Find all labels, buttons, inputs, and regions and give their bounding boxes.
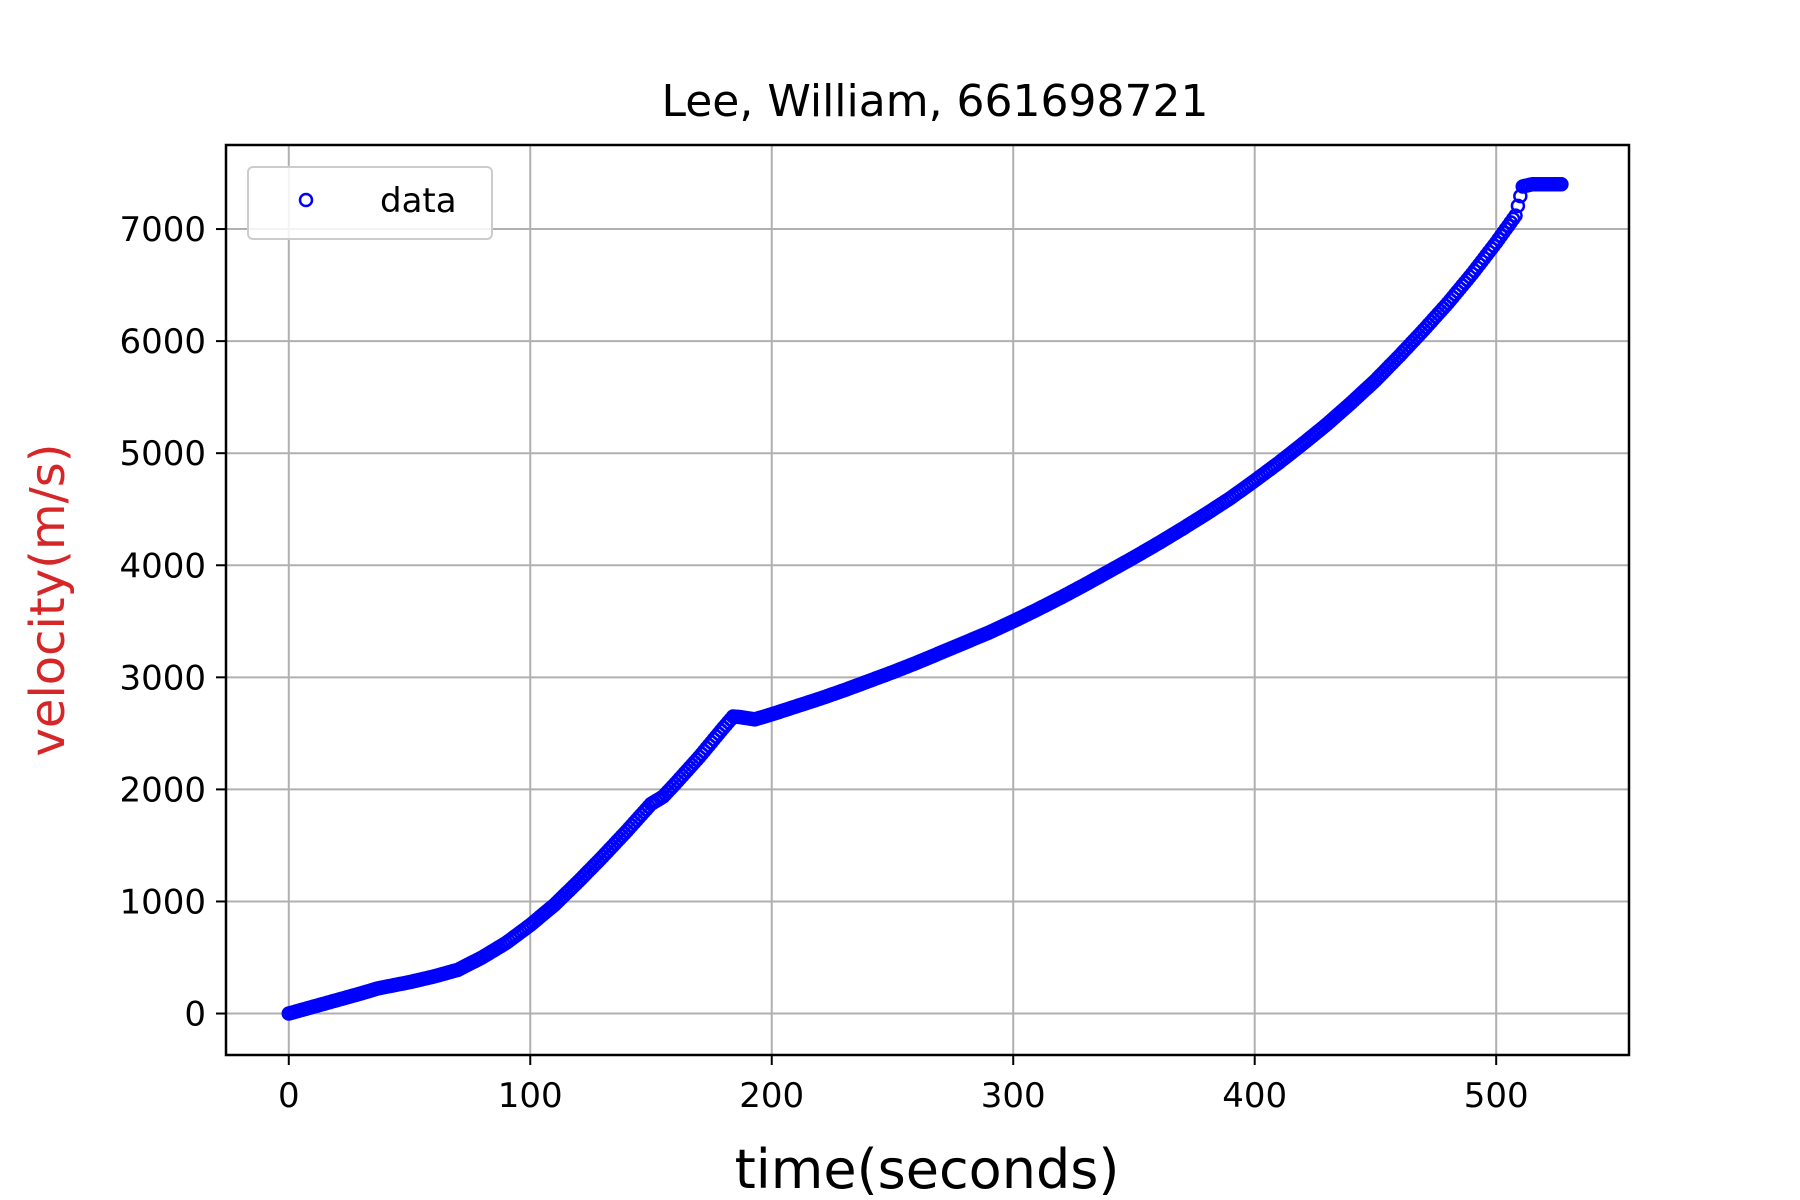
x-tick-label: 200 bbox=[739, 1076, 804, 1116]
y-tick-label: 1000 bbox=[119, 882, 206, 922]
data-point bbox=[1510, 198, 1526, 214]
plot-area-frame bbox=[224, 143, 1631, 1057]
grid-lines bbox=[226, 145, 1629, 1055]
legend: data bbox=[247, 166, 493, 240]
y-tick-label: 7000 bbox=[119, 210, 206, 250]
legend-label: data bbox=[380, 181, 457, 221]
y-tick-label: 6000 bbox=[119, 322, 206, 362]
x-tick-label: 400 bbox=[1222, 1076, 1287, 1116]
y-tick-label: 5000 bbox=[119, 434, 206, 474]
chart-title: Lee, William, 661698721 bbox=[661, 76, 1208, 127]
y-tick-label: 4000 bbox=[119, 546, 206, 586]
legend-marker-icon bbox=[298, 192, 314, 208]
data-points bbox=[281, 176, 1569, 1021]
x-tick-label: 0 bbox=[278, 1076, 300, 1116]
x-tick-label: 300 bbox=[981, 1076, 1046, 1116]
x-tick-label: 100 bbox=[498, 1076, 563, 1116]
y-tick-label: 2000 bbox=[119, 770, 206, 810]
legend-box bbox=[247, 166, 493, 240]
x-tick-label: 500 bbox=[1464, 1076, 1529, 1116]
data-point bbox=[1508, 208, 1523, 223]
y-tick-label: 0 bbox=[184, 995, 206, 1035]
y-axis-label: velocity(m/s) bbox=[20, 444, 76, 757]
x-axis-label: time(seconds) bbox=[735, 1138, 1120, 1200]
data-point bbox=[1554, 176, 1569, 192]
y-tick-label: 3000 bbox=[119, 658, 206, 698]
axis-ticks: 0 100 200 300 400 500010002000300040005000600… bbox=[119, 210, 1528, 1116]
